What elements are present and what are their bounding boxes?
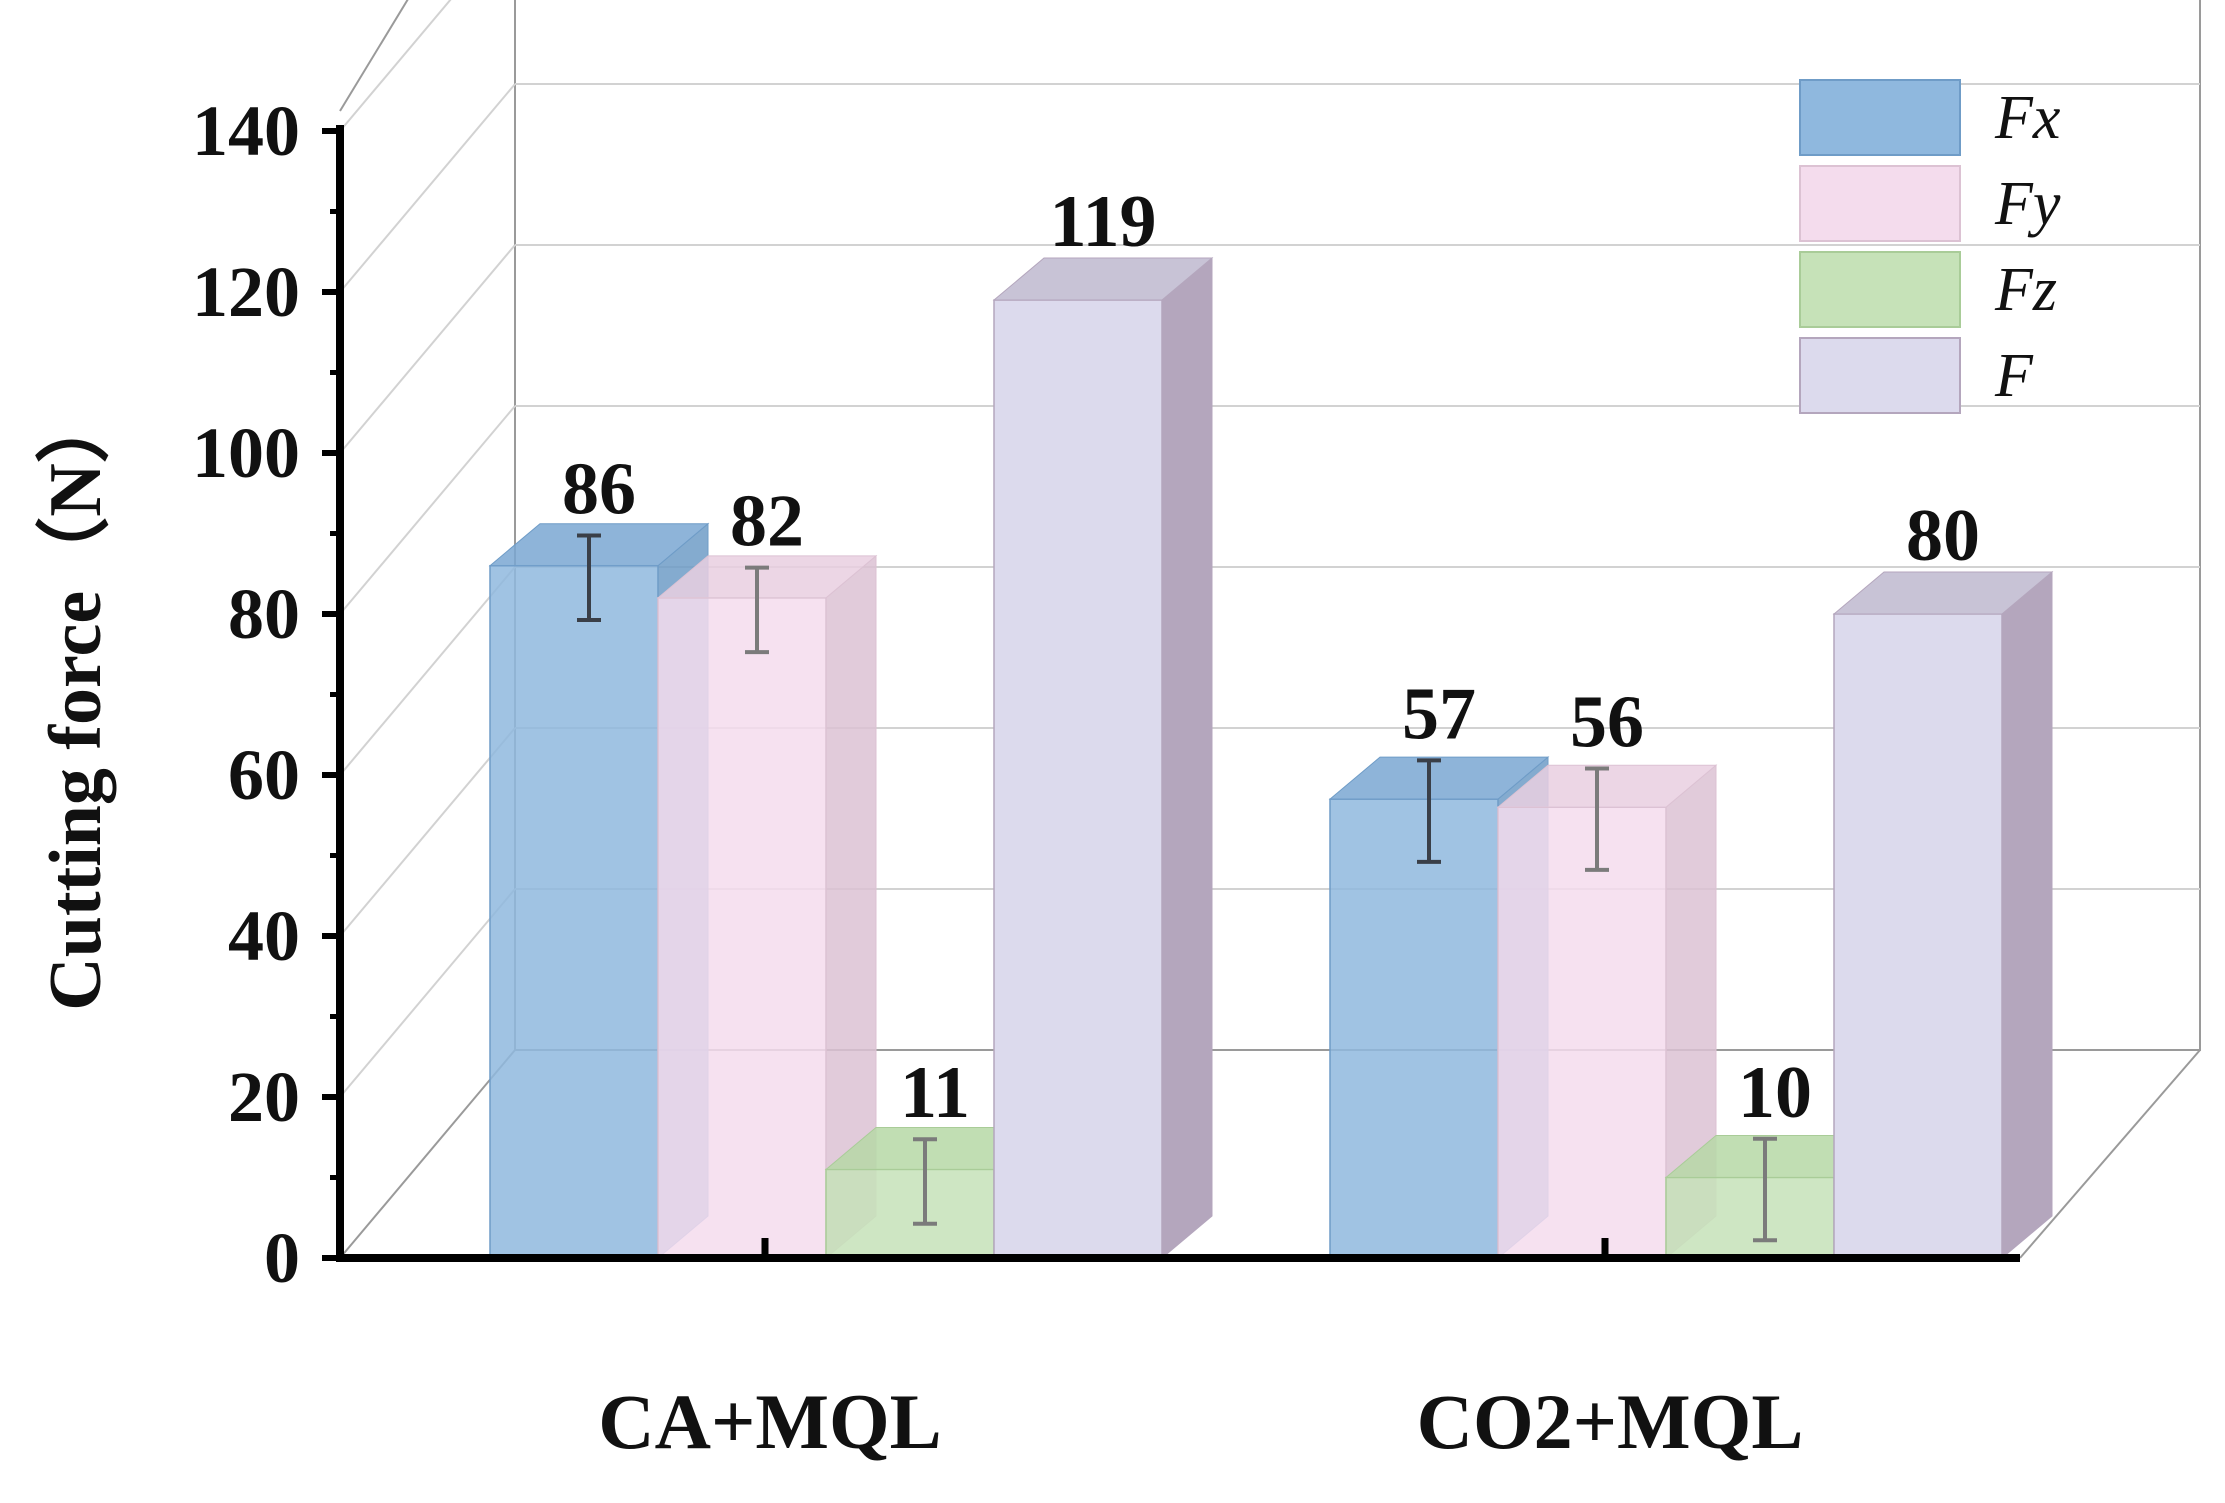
bar-fy-0 bbox=[657, 597, 827, 1259]
gridline-side bbox=[339, 566, 516, 776]
labels-layer: 86 82 11 119 57 56 10 80 0 20 40 60 80 100 120 140 CA+MQ… bbox=[35, 91, 1980, 1465]
legend: Fx Fy Fz F bbox=[1799, 79, 2061, 414]
axis-layer bbox=[322, 125, 2020, 1262]
bar-top bbox=[1832, 571, 2054, 615]
legend-swatch-fy bbox=[1799, 165, 1961, 242]
bar-top bbox=[992, 257, 1214, 301]
left-wall-top-edge bbox=[339, 0, 409, 112]
gridline-side bbox=[339, 405, 516, 615]
y-tick-label: 100 bbox=[192, 413, 300, 493]
y-tick-label: 120 bbox=[192, 252, 300, 332]
gridline-side bbox=[339, 244, 516, 454]
floor-right-edge bbox=[2019, 1049, 2201, 1259]
gridline-side bbox=[339, 0, 452, 132]
bar-top bbox=[1328, 756, 1550, 800]
y-tick-label: 60 bbox=[228, 735, 300, 815]
gridline-side bbox=[339, 727, 516, 937]
gridline-side bbox=[339, 888, 516, 1098]
data-label: 80 bbox=[1906, 495, 1980, 577]
data-label: 11 bbox=[900, 1052, 970, 1134]
legend-label-fy: Fy bbox=[1994, 170, 2061, 238]
bar-side bbox=[1161, 256, 1213, 1260]
legend-swatch-f bbox=[1799, 337, 1961, 414]
y-tick-label: 40 bbox=[228, 896, 300, 976]
bar-top bbox=[488, 523, 710, 567]
bar-f-0 bbox=[993, 299, 1163, 1259]
bar-top bbox=[656, 555, 878, 599]
legend-swatch-fz bbox=[1799, 251, 1961, 328]
x-category-label: CO2+MQL bbox=[1417, 1378, 1804, 1465]
data-label: 56 bbox=[1570, 681, 1644, 763]
bar-fy-1 bbox=[1497, 806, 1667, 1259]
bar-fx-1 bbox=[1329, 798, 1499, 1259]
bar-fx-0 bbox=[489, 564, 659, 1259]
gridline-side bbox=[339, 83, 516, 293]
floor-left-edge bbox=[339, 1049, 516, 1259]
data-label: 86 bbox=[562, 448, 636, 530]
legend-swatch-fx bbox=[1799, 79, 1961, 156]
bar-top bbox=[1496, 764, 1718, 808]
legend-label-fx: Fx bbox=[1994, 84, 2061, 152]
data-label: 57 bbox=[1402, 673, 1476, 755]
bar-side bbox=[2001, 570, 2053, 1260]
bar-f-1 bbox=[1833, 613, 2003, 1259]
legend-label-f: F bbox=[1994, 342, 2034, 410]
data-label: 10 bbox=[1738, 1052, 1812, 1134]
bar-fz-1 bbox=[1665, 1176, 1835, 1259]
legend-label-fz: Fz bbox=[1994, 256, 2057, 324]
bars-layer bbox=[488, 256, 2054, 1260]
x-category-label: CA+MQL bbox=[598, 1378, 941, 1465]
y-tick-label: 20 bbox=[228, 1057, 300, 1137]
data-label: 119 bbox=[1050, 181, 1157, 263]
y-tick-label: 140 bbox=[192, 91, 300, 171]
y-tick-label: 80 bbox=[228, 574, 300, 654]
data-label: 82 bbox=[730, 481, 804, 563]
bar-fz-0 bbox=[825, 1168, 995, 1259]
y-tick-label: 0 bbox=[264, 1218, 300, 1298]
y-axis-title: Cutting force（N） bbox=[35, 389, 117, 1010]
